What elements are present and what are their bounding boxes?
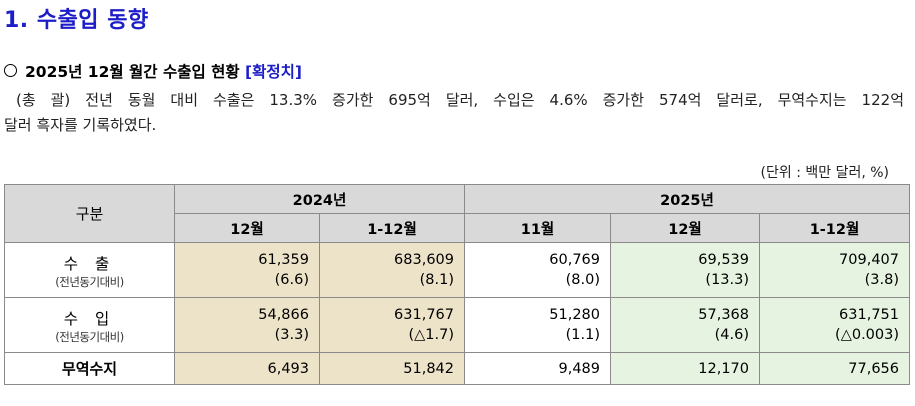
cell-value: 69,539 <box>698 252 750 268</box>
cell-change: (13.3) <box>705 272 750 288</box>
table-row-imports: 수 입 (전년동기대비) 54,866 (3.3) 631,767 (△1.7) 5… <box>4 297 911 353</box>
header-year-2025: 2025년 <box>464 184 911 214</box>
table-cell: 61,359 (6.6) <box>174 242 320 298</box>
row-label-exports: 수 출 (전년동기대비) <box>4 242 175 298</box>
cell-value: 683,609 <box>394 252 455 268</box>
table-cell: 60,769 (8.0) <box>464 242 612 298</box>
cell-value: 54,866 <box>258 307 309 323</box>
header-year-2024: 2024년 <box>173 184 466 214</box>
summary-paragraph: (총 괄) 전년 동월 대비 수출은 13.3% 증가한 695억 달러, 수입… <box>4 88 904 138</box>
row-label-imports: 수 입 (전년동기대비) <box>4 297 175 353</box>
table-cell: 69,539 (13.3) <box>610 242 761 298</box>
header-col-2024-dec: 12월 <box>174 213 320 243</box>
header-col-2025-annual: 1-12월 <box>759 213 911 243</box>
row-label-trade-balance: 무역수지 <box>4 352 175 385</box>
summary-line-1: (총 괄) 전년 동월 대비 수출은 13.3% 증가한 695억 달러, 수입… <box>16 91 904 109</box>
confirmed-tag: [확정치] <box>245 63 302 81</box>
cell-change: (△0.003) <box>835 327 900 343</box>
row-label-sub: (전년동기대비) <box>55 275 124 289</box>
cell-value: 631,767 <box>394 307 455 323</box>
table-cell: 709,407 (3.8) <box>759 242 911 298</box>
header-col-2025-nov: 11월 <box>464 213 612 243</box>
trade-table: 구분 2024년 2025년 12월 1-12월 11월 12월 1-12월 수… <box>4 184 911 385</box>
table-cell: 51,280 (1.1) <box>464 297 612 353</box>
cell-value: 709,407 <box>839 252 900 268</box>
subsection-title: 2025년 12월 월간 수출입 현황 <box>25 63 240 81</box>
table-cell: 9,489 <box>464 352 612 385</box>
cell-change: (3.8) <box>864 272 900 288</box>
cell-value: 51,280 <box>549 307 601 323</box>
cell-value: 57,368 <box>698 307 750 323</box>
row-label-main: 수 출 <box>63 255 116 273</box>
row-label-main: 수 입 <box>63 310 116 328</box>
table-cell: 683,609 (8.1) <box>318 242 466 298</box>
section-title: 1. 수출입 동향 <box>4 8 149 33</box>
header-col-2024-annual: 1-12월 <box>318 213 466 243</box>
table-cell: 54,866 (3.3) <box>174 297 320 353</box>
table-cell: 12,170 <box>610 352 761 385</box>
table-cell: 631,751 (△0.003) <box>759 297 911 353</box>
cell-change: (4.6) <box>714 327 750 343</box>
cell-value: 631,751 <box>839 307 900 323</box>
table-row-trade-balance: 무역수지 6,493 51,842 9,489 12,170 77,656 <box>4 352 911 385</box>
table-cell: 6,493 <box>174 352 320 385</box>
cell-change: (6.6) <box>274 272 309 288</box>
row-label-sub: (전년동기대비) <box>55 330 124 344</box>
table-cell: 51,842 <box>318 352 466 385</box>
cell-change: (△1.7) <box>408 327 455 343</box>
header-category: 구분 <box>4 184 175 243</box>
cell-value: 60,769 <box>549 252 601 268</box>
header-col-2025-dec: 12월 <box>610 213 761 243</box>
circle-bullet-icon <box>4 64 17 77</box>
cell-change: (8.0) <box>565 272 601 288</box>
table-cell: 631,767 (△1.7) <box>318 297 466 353</box>
summary-line-2: 달러 흑자를 기록하였다. <box>4 116 157 134</box>
table-cell: 77,656 <box>759 352 911 385</box>
cell-change: (1.1) <box>565 327 601 343</box>
cell-value: 61,359 <box>258 252 309 268</box>
cell-change: (8.1) <box>419 272 455 288</box>
cell-change: (3.3) <box>274 327 309 343</box>
table-cell: 57,368 (4.6) <box>610 297 761 353</box>
table-row-exports: 수 출 (전년동기대비) 61,359 (6.6) 683,609 (8.1) 60… <box>4 242 911 298</box>
subsection-heading: 2025년 12월 월간 수출입 현황 [확정치] <box>4 60 302 82</box>
unit-note: (단위 : 백만 달러, %) <box>760 165 889 181</box>
